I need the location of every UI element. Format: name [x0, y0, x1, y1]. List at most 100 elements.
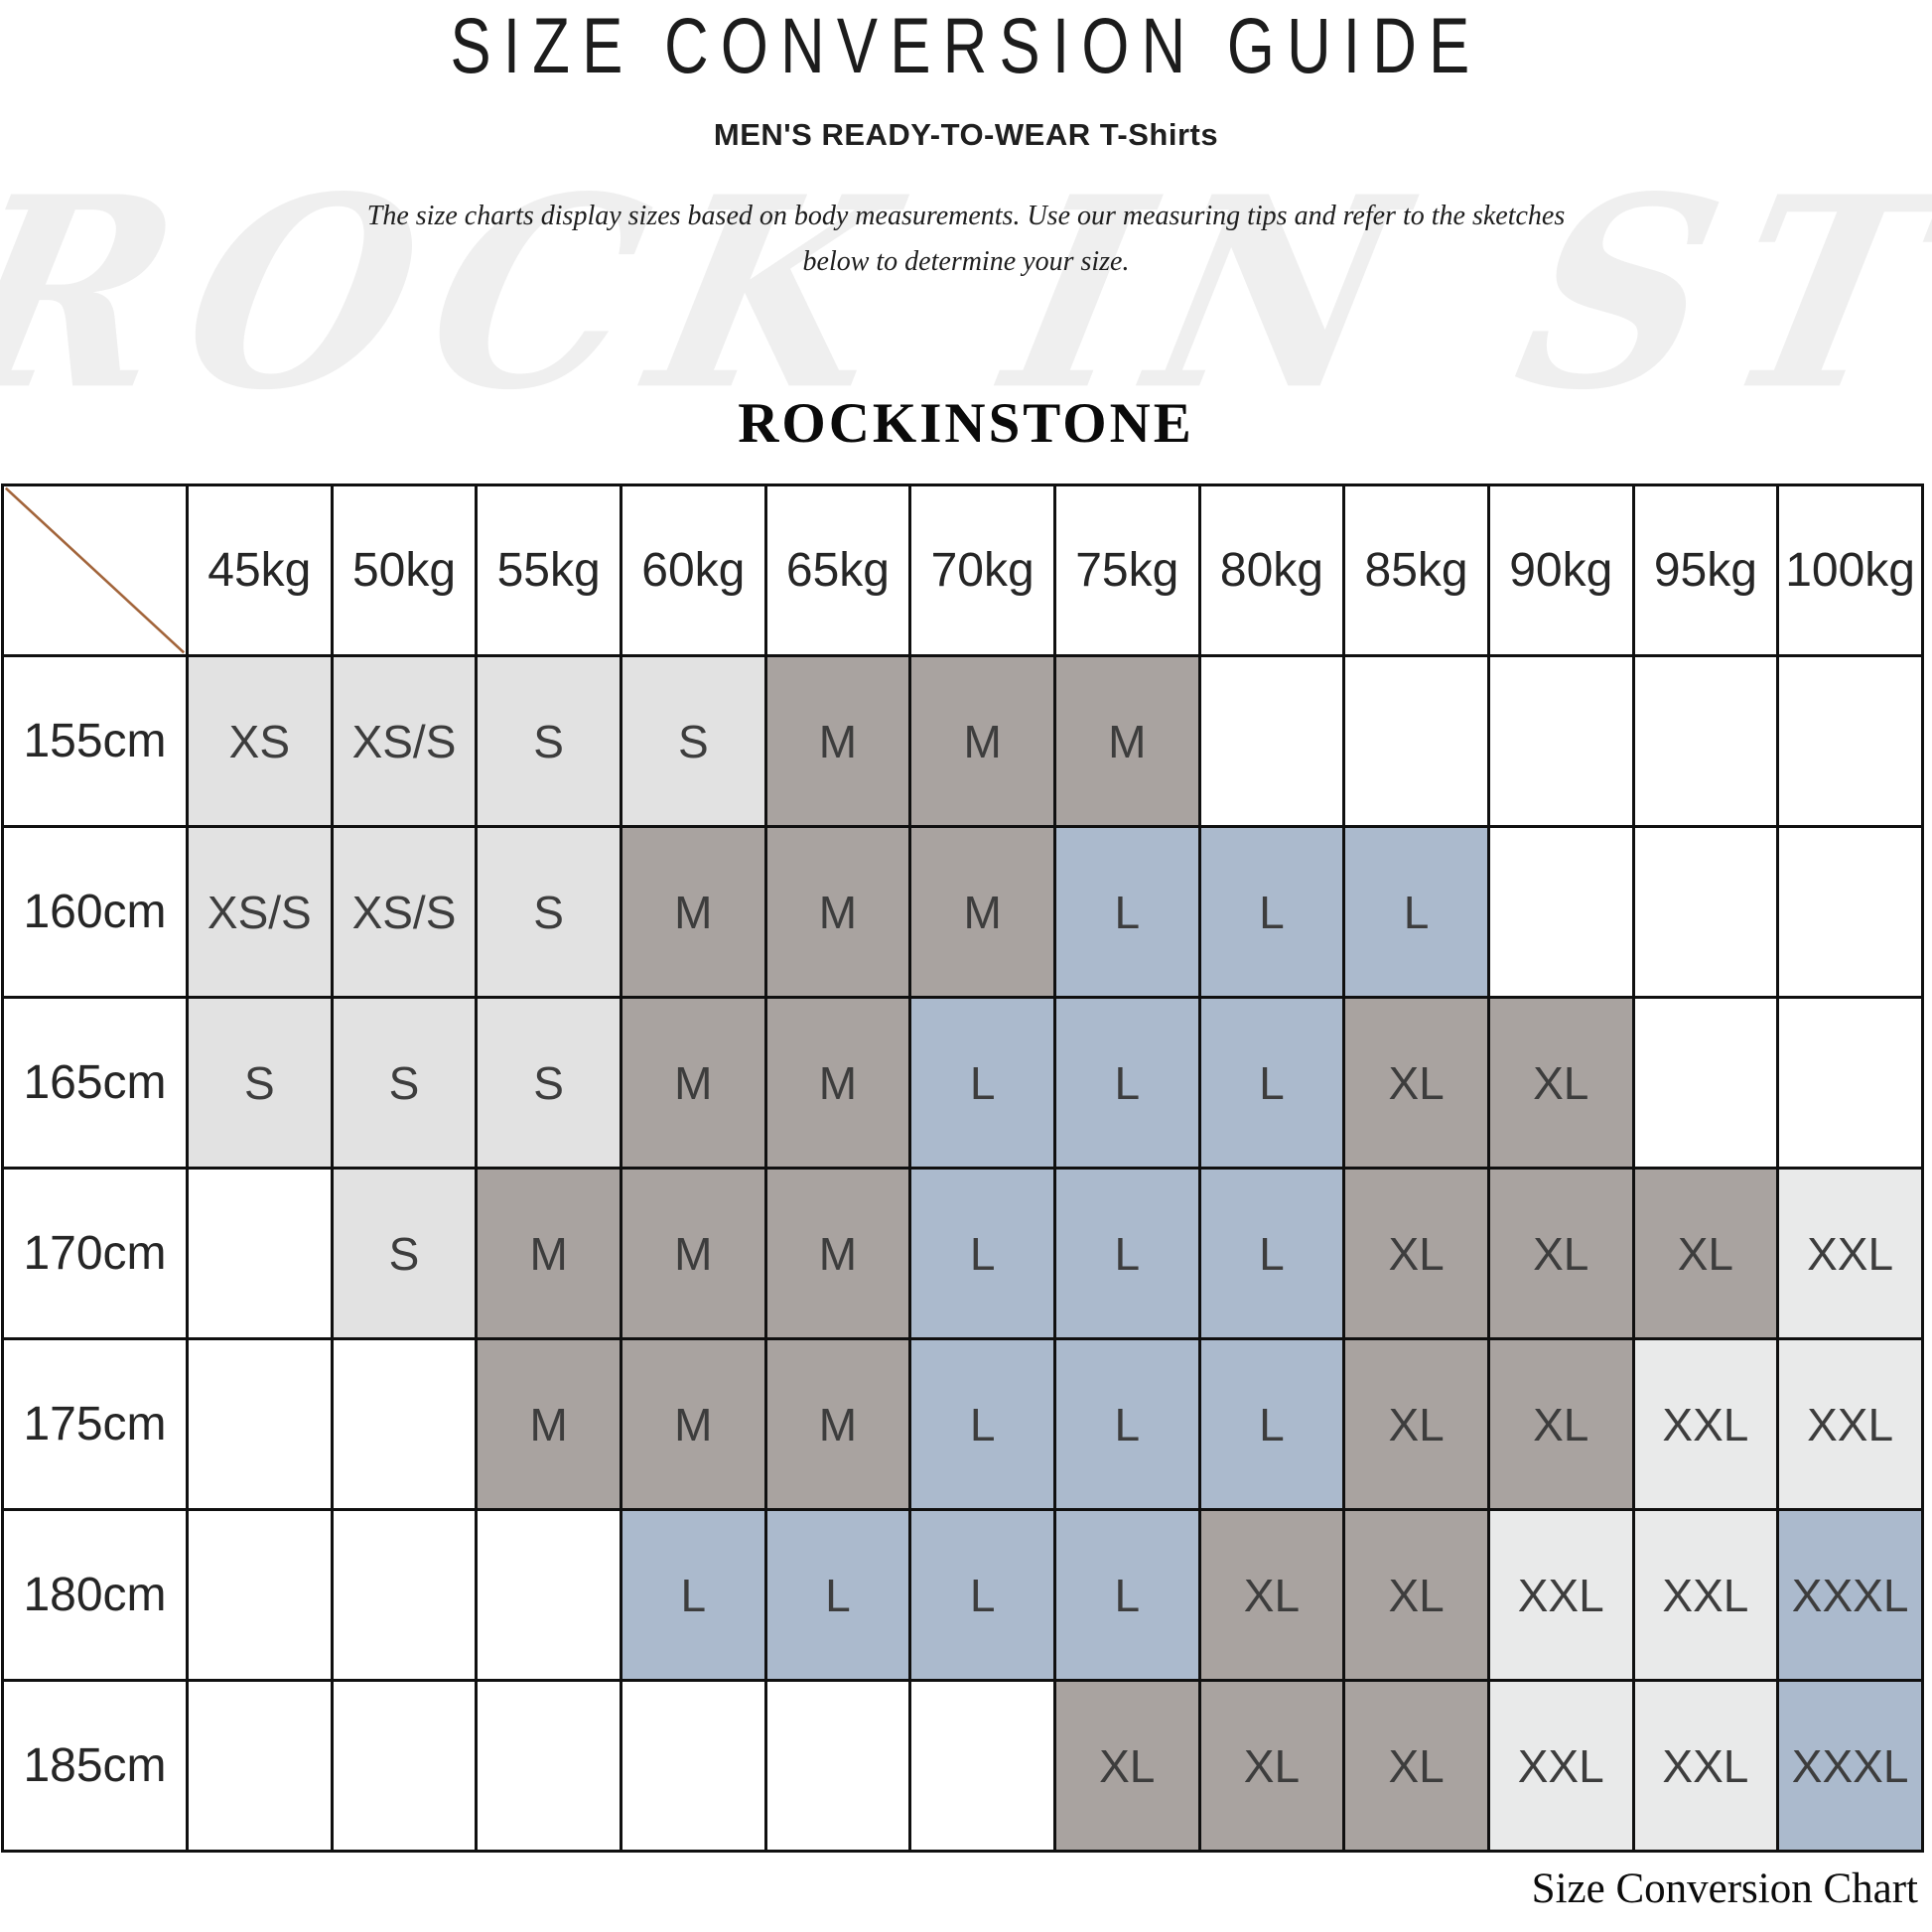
- height-label-185cm: 185cm: [1, 1679, 189, 1853]
- size-cell: [1486, 654, 1635, 828]
- weight-header-85kg: 85kg: [1342, 483, 1490, 657]
- caption-bar: Size Conversion Chart: [0, 1853, 1932, 1926]
- weight-header-75kg: 75kg: [1052, 483, 1201, 657]
- size-cell: XS/S: [186, 825, 334, 999]
- size-cell: M: [763, 1167, 912, 1340]
- size-cell: [475, 1679, 622, 1853]
- weight-header-100kg: 100kg: [1776, 483, 1924, 657]
- size-cell: M: [908, 825, 1056, 999]
- table-row-180cm: 180cm L L L L XL XL XXL XXL XXXL: [1, 1508, 1924, 1682]
- size-cell: [330, 1337, 479, 1511]
- size-cell: [1631, 996, 1780, 1170]
- size-cell: XS: [186, 654, 334, 828]
- size-cell: [1197, 654, 1346, 828]
- size-cell: L: [1197, 1167, 1346, 1340]
- size-cell: S: [619, 654, 767, 828]
- size-cell: M: [619, 1167, 767, 1340]
- size-cell: XL: [1197, 1508, 1346, 1682]
- size-cell: XXXL: [1776, 1679, 1924, 1853]
- size-cell: M: [475, 1167, 622, 1340]
- size-cell: [186, 1167, 334, 1340]
- height-label-170cm: 170cm: [1, 1167, 189, 1340]
- height-label-155cm: 155cm: [1, 654, 189, 828]
- size-cell: XXL: [1631, 1337, 1780, 1511]
- size-conversion-table: 45kg 50kg 55kg 60kg 65kg 70kg 75kg 80kg 85kg 90kg…: [1, 483, 1924, 1853]
- size-cell: XL: [1486, 996, 1635, 1170]
- size-cell: S: [186, 996, 334, 1170]
- weight-header-45kg: 45kg: [186, 483, 334, 657]
- size-cell: [619, 1679, 767, 1853]
- table-row-160cm: 160cm XS/S XS/S S M M M L L L: [1, 825, 1924, 999]
- size-cell: L: [1197, 1337, 1346, 1511]
- size-cell: M: [763, 1337, 912, 1511]
- size-cell: S: [475, 654, 622, 828]
- size-cell: XXL: [1776, 1167, 1924, 1340]
- size-cell: [186, 1679, 334, 1853]
- height-label-160cm: 160cm: [1, 825, 189, 999]
- size-cell: [475, 1508, 622, 1682]
- size-cell: [186, 1337, 334, 1511]
- size-cell: M: [763, 996, 912, 1170]
- table-body: 155cm XS XS/S S S M M M 160cm XS/S XS/S S M M M L L L 165c…: [1, 654, 1924, 1853]
- size-cell: XL: [1342, 996, 1490, 1170]
- size-cell: XL: [1486, 1337, 1635, 1511]
- height-label-165cm: 165cm: [1, 996, 189, 1170]
- size-cell: XS/S: [330, 654, 479, 828]
- header-section: SIZE CONVERSION GUIDE MEN'S READY-TO-WEA…: [0, 0, 1932, 483]
- size-cell: M: [763, 825, 912, 999]
- size-cell: XL: [1342, 1508, 1490, 1682]
- intro-text-line2: below to determine your size.: [802, 246, 1130, 277]
- height-label-180cm: 180cm: [1, 1508, 189, 1682]
- size-cell: M: [619, 825, 767, 999]
- corner-cell: [1, 483, 189, 657]
- size-cell: XL: [1342, 1167, 1490, 1340]
- weight-header-row: 45kg 50kg 55kg 60kg 65kg 70kg 75kg 80kg 85kg 90kg…: [1, 483, 1924, 657]
- size-cell: M: [1052, 654, 1201, 828]
- size-cell: [1776, 996, 1924, 1170]
- weight-header-80kg: 80kg: [1197, 483, 1346, 657]
- size-cell: L: [908, 996, 1056, 1170]
- size-cell: XL: [1486, 1167, 1635, 1340]
- size-cell: M: [908, 654, 1056, 828]
- weight-header-50kg: 50kg: [330, 483, 479, 657]
- size-cell: XXL: [1486, 1679, 1635, 1853]
- size-cell: XXXL: [1776, 1508, 1924, 1682]
- size-cell: XS/S: [330, 825, 479, 999]
- size-cell: L: [1342, 825, 1490, 999]
- size-cell: XL: [1197, 1679, 1346, 1853]
- size-cell: L: [1052, 1337, 1201, 1511]
- size-cell: L: [908, 1508, 1056, 1682]
- size-cell: [186, 1508, 334, 1682]
- size-cell: L: [619, 1508, 767, 1682]
- size-cell: [1776, 654, 1924, 828]
- size-cell: L: [1052, 996, 1201, 1170]
- size-cell: S: [330, 1167, 479, 1340]
- table-row-185cm: 185cm XL XL XL XXL XXL XXXL: [1, 1679, 1924, 1853]
- page-title: SIZE CONVERSION GUIDE: [450, 2, 1482, 89]
- size-cell: L: [908, 1167, 1056, 1340]
- table-head: 45kg 50kg 55kg 60kg 65kg 70kg 75kg 80kg 85kg 90kg…: [1, 483, 1924, 657]
- size-cell: XL: [1631, 1167, 1780, 1340]
- size-cell: L: [1052, 1508, 1201, 1682]
- size-cell: [1631, 654, 1780, 828]
- page-subtitle: MEN'S READY-TO-WEAR T-Shirts: [713, 117, 1219, 152]
- table-row-165cm: 165cm S S S M M L L L XL XL: [1, 996, 1924, 1170]
- table-row-175cm: 175cm M M M L L L XL XL XXL XXL: [1, 1337, 1924, 1511]
- size-cell: [763, 1679, 912, 1853]
- size-cell: XXL: [1631, 1679, 1780, 1853]
- size-cell: [330, 1508, 479, 1682]
- height-label-175cm: 175cm: [1, 1337, 189, 1511]
- size-cell: [1486, 825, 1635, 999]
- size-cell: [1631, 825, 1780, 999]
- size-cell: XL: [1052, 1679, 1201, 1853]
- weight-header-55kg: 55kg: [475, 483, 622, 657]
- size-cell: S: [330, 996, 479, 1170]
- size-cell: L: [1197, 825, 1346, 999]
- weight-header-60kg: 60kg: [619, 483, 767, 657]
- size-cell: L: [908, 1337, 1056, 1511]
- size-cell: XXL: [1776, 1337, 1924, 1511]
- table-row-155cm: 155cm XS XS/S S S M M M: [1, 654, 1924, 828]
- size-cell: M: [619, 1337, 767, 1511]
- chart-caption: Size Conversion Chart: [1531, 1865, 1918, 1912]
- intro-text-line1: The size charts display sizes based on b…: [366, 201, 1566, 231]
